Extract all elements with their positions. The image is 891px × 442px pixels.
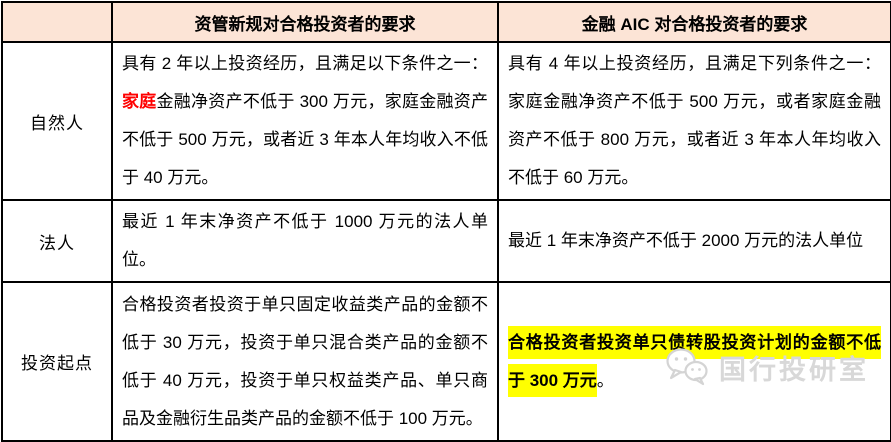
cell-legal-person-right: 最近 1 年末净资产不低于 2000 万元的法人单位 [497,199,891,283]
header-asset-mgmt-rules: 资管新规对合格投资者的要求 [111,1,499,43]
threshold-right-tail: 。 [596,370,614,390]
row-label-natural-person: 自然人 [1,41,113,201]
table-row-legal-person: 法人 最近 1 年末净资产不低于 1000 万元的法人单位。 最近 1 年末净资… [1,199,891,283]
table-row-investment-threshold: 投资起点 合格投资者投资于单只固定收益类产品的金额不低于 30 万元，投资于单只… [1,281,891,442]
header-corner-cell [1,1,113,43]
row-label-investment-threshold: 投资起点 [1,281,113,442]
natural-left-rest: 金融净资产不低于 300 万元，家庭金融资产不低于 500 万元，或者近 3 年… [122,92,489,187]
table-header-row: 资管新规对合格投资者的要求 金融 AIC 对合格投资者的要求 [1,1,891,43]
header-financial-aic: 金融 AIC 对合格投资者的要求 [497,1,891,43]
cell-legal-person-left: 最近 1 年末净资产不低于 1000 万元的法人单位。 [111,199,499,283]
natural-left-red-term: 家庭 [122,92,157,111]
threshold-right-highlighted: 合格投资者投资单只债转股投资计划的金额不低于 300 万元 [508,325,881,397]
cell-threshold-left: 合格投资者投资于单只固定收益类产品的金额不低于 30 万元，投资于单只混合类产品… [111,281,499,442]
row-label-legal-person: 法人 [1,199,113,283]
cell-threshold-right: 合格投资者投资单只债转股投资计划的金额不低于 300 万元。 [497,281,891,442]
table-row-natural-person: 自然人 具有 2 年以上投资经历，且满足以下条件之一： 家庭金融净资产不低于 30… [1,41,891,201]
cell-natural-person-right: 具有 4 年以上投资经历，且满足下列条件之一：家庭金融净资产不低于 500 万元… [497,41,891,201]
natural-left-intro: 具有 2 年以上投资经历，且满足以下条件之一： [122,54,488,73]
cell-natural-person-left: 具有 2 年以上投资经历，且满足以下条件之一： 家庭金融净资产不低于 300 万元… [111,41,499,201]
